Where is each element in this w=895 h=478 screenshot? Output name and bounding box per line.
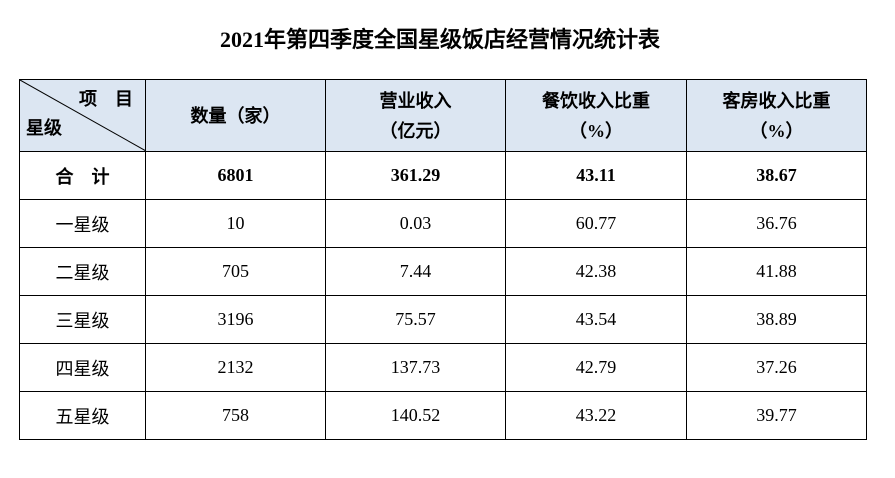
corner-cell: 项 目 星级 bbox=[19, 79, 146, 152]
row: 二星级 705 7.44 42.38 41.88 bbox=[19, 247, 867, 296]
cell: 43.54 bbox=[505, 295, 687, 344]
cell: 0.03 bbox=[325, 199, 506, 248]
cell: 39.77 bbox=[686, 391, 867, 440]
header-row: 项 目 星级 数量（家） 营业收入 （亿元） 餐饮收入比重 （%） 客房收入比重 （%） bbox=[19, 79, 867, 152]
header-line: （%） bbox=[569, 120, 623, 141]
cell: 3196 bbox=[145, 295, 326, 344]
row-label: 二星级 bbox=[19, 247, 146, 296]
cell: 361.29 bbox=[325, 151, 506, 200]
row: 一星级 10 0.03 60.77 36.76 bbox=[19, 199, 867, 248]
header-line: 营业收入 bbox=[379, 90, 452, 111]
title: 2021年第四季度全国星级饭店经营情况统计表 bbox=[219, 27, 660, 52]
header-line: （亿元） bbox=[379, 120, 452, 141]
cell: 705 bbox=[145, 247, 326, 296]
row-label: 三星级 bbox=[19, 295, 146, 344]
row-label: 四星级 bbox=[19, 343, 146, 392]
row: 五星级 758 140.52 43.22 39.77 bbox=[19, 391, 867, 440]
cell: 43.11 bbox=[505, 151, 687, 200]
header-line: （%） bbox=[749, 120, 804, 141]
cell: 140.52 bbox=[325, 391, 506, 440]
cell: 75.57 bbox=[325, 295, 506, 344]
row: 四星级 2132 137.73 42.79 37.26 bbox=[19, 343, 867, 392]
cell: 60.77 bbox=[505, 199, 687, 248]
row: 三星级 3196 75.57 43.54 38.89 bbox=[19, 295, 867, 344]
corner-bottom: 星级 bbox=[26, 118, 62, 138]
row-label: 合 计 bbox=[19, 151, 146, 200]
header-cell: 餐饮收入比重 （%） bbox=[505, 79, 687, 152]
row-label: 一星级 bbox=[19, 199, 146, 248]
stats-table: 项 目 星级 数量（家） 营业收入 （亿元） 餐饮收入比重 （%） 客房收入比重 （%） 合… bbox=[19, 79, 867, 440]
header-cell: 客房收入比重 （%） bbox=[686, 79, 867, 152]
header-line: 客房收入比重 bbox=[722, 90, 831, 111]
header-cell: 数量（家） bbox=[145, 79, 326, 152]
cell: 137.73 bbox=[325, 343, 506, 392]
cell: 10 bbox=[145, 199, 326, 248]
cell: 38.89 bbox=[686, 295, 867, 344]
header-cell: 营业收入 （亿元） bbox=[325, 79, 506, 152]
row-label: 五星级 bbox=[19, 391, 146, 440]
header-line: 数量（家） bbox=[190, 105, 281, 126]
cell: 6801 bbox=[145, 151, 326, 200]
cell: 42.38 bbox=[505, 247, 687, 296]
cell: 758 bbox=[145, 391, 326, 440]
cell: 36.76 bbox=[686, 199, 867, 248]
row: 合 计 6801 361.29 43.11 38.67 bbox=[19, 151, 867, 200]
table-body: 合 计 6801 361.29 43.11 38.67 一星级 10 0.03 60.77 36.… bbox=[19, 151, 867, 440]
diagonal bbox=[20, 80, 146, 151]
cell: 42.79 bbox=[505, 343, 687, 392]
corner-top: 项 目 bbox=[79, 89, 133, 109]
header-line: 餐饮收入比重 bbox=[542, 90, 650, 111]
cell: 43.22 bbox=[505, 391, 687, 440]
cell: 41.88 bbox=[686, 247, 867, 296]
cell: 37.26 bbox=[686, 343, 867, 392]
cell: 7.44 bbox=[325, 247, 506, 296]
cell: 38.67 bbox=[686, 151, 867, 200]
cell: 2132 bbox=[145, 343, 326, 392]
